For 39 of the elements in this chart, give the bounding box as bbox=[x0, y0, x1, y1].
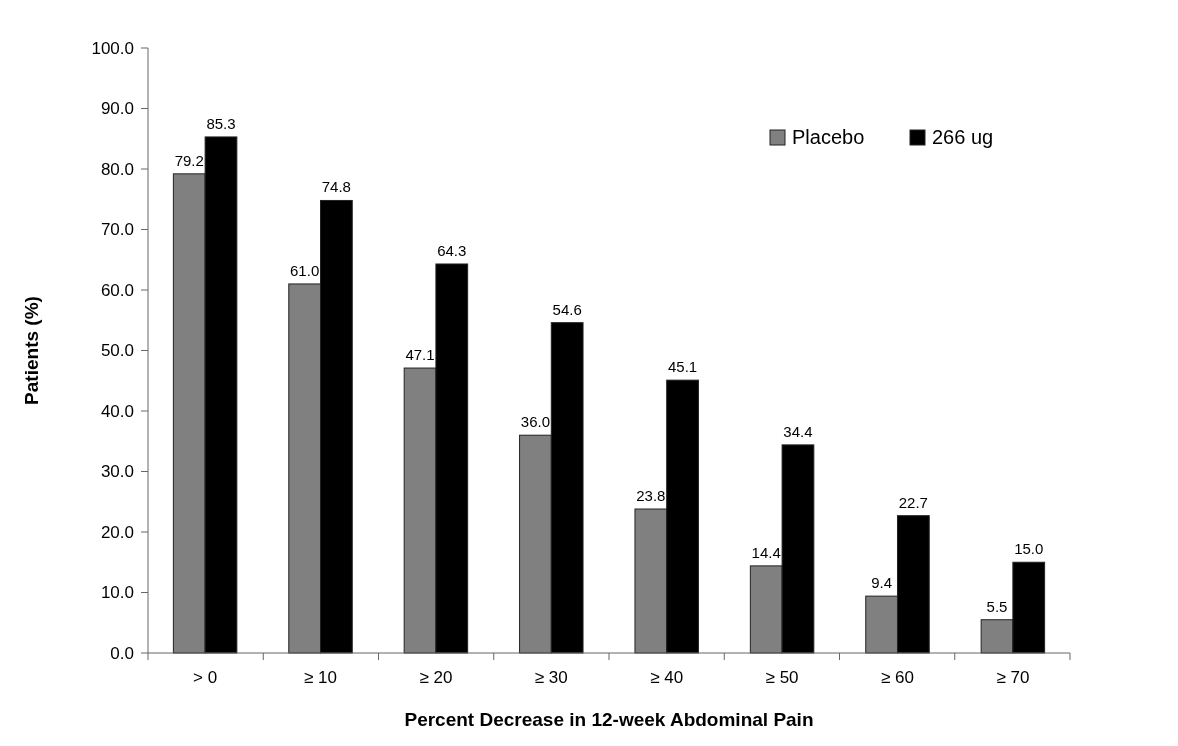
x-tick-label: ≥ 40 bbox=[650, 668, 684, 687]
data-label: 14.4 bbox=[751, 543, 781, 561]
data-label: 9.4 bbox=[871, 574, 893, 592]
y-tick-label: 70.0 bbox=[100, 220, 134, 240]
y-tick-label: 60.0 bbox=[100, 280, 134, 300]
data-label: 23.8 bbox=[636, 487, 666, 505]
data-label: 36.0 bbox=[520, 413, 551, 431]
x-tick-label: ≥ 30 bbox=[534, 668, 568, 687]
y-tick-label: 90.0 bbox=[100, 99, 134, 119]
y-axis-title: Patients (%) bbox=[21, 296, 42, 405]
y-tick-label: 40.0 bbox=[100, 401, 134, 421]
data-label: 22.7 bbox=[898, 493, 928, 511]
data-label: 45.1 bbox=[667, 358, 698, 376]
data-label: 5.5 bbox=[986, 597, 1008, 615]
x-tick-label: ≥ 60 bbox=[881, 668, 914, 687]
legend-label: 266 ug bbox=[932, 126, 994, 148]
x-tick-label: ≥ 50 bbox=[765, 668, 799, 687]
x-axis-title: Percent Decrease in 12-week Abdominal Pain bbox=[404, 709, 814, 730]
x-tick-label: ≥ 10 bbox=[304, 668, 337, 687]
data-label: 85.3 bbox=[206, 114, 236, 132]
y-tick-label: 30.0 bbox=[100, 462, 134, 482]
x-tick-label: ≥ 70 bbox=[996, 668, 1030, 687]
data-label: 74.8 bbox=[321, 178, 351, 196]
y-tick-label: 100.0 bbox=[91, 38, 134, 58]
data-label: 47.1 bbox=[405, 346, 435, 364]
x-tick-label: > 0 bbox=[193, 668, 218, 687]
data-label: 34.4 bbox=[783, 422, 813, 440]
x-tick-label: ≥ 20 bbox=[419, 668, 453, 687]
data-label: 54.6 bbox=[552, 300, 582, 318]
data-label: 79.2 bbox=[174, 151, 204, 169]
data-label: 64.3 bbox=[437, 241, 467, 259]
y-tick-label: 10.0 bbox=[100, 583, 134, 603]
y-tick-label: 20.0 bbox=[100, 522, 134, 542]
y-tick-label: 80.0 bbox=[100, 159, 134, 179]
data-label: 61.0 bbox=[290, 261, 320, 279]
y-tick-label: 50.0 bbox=[100, 341, 134, 361]
legend-label: Placebo bbox=[792, 126, 865, 148]
data-label: 15.0 bbox=[1014, 540, 1044, 558]
y-tick-label: 0.0 bbox=[110, 643, 134, 663]
